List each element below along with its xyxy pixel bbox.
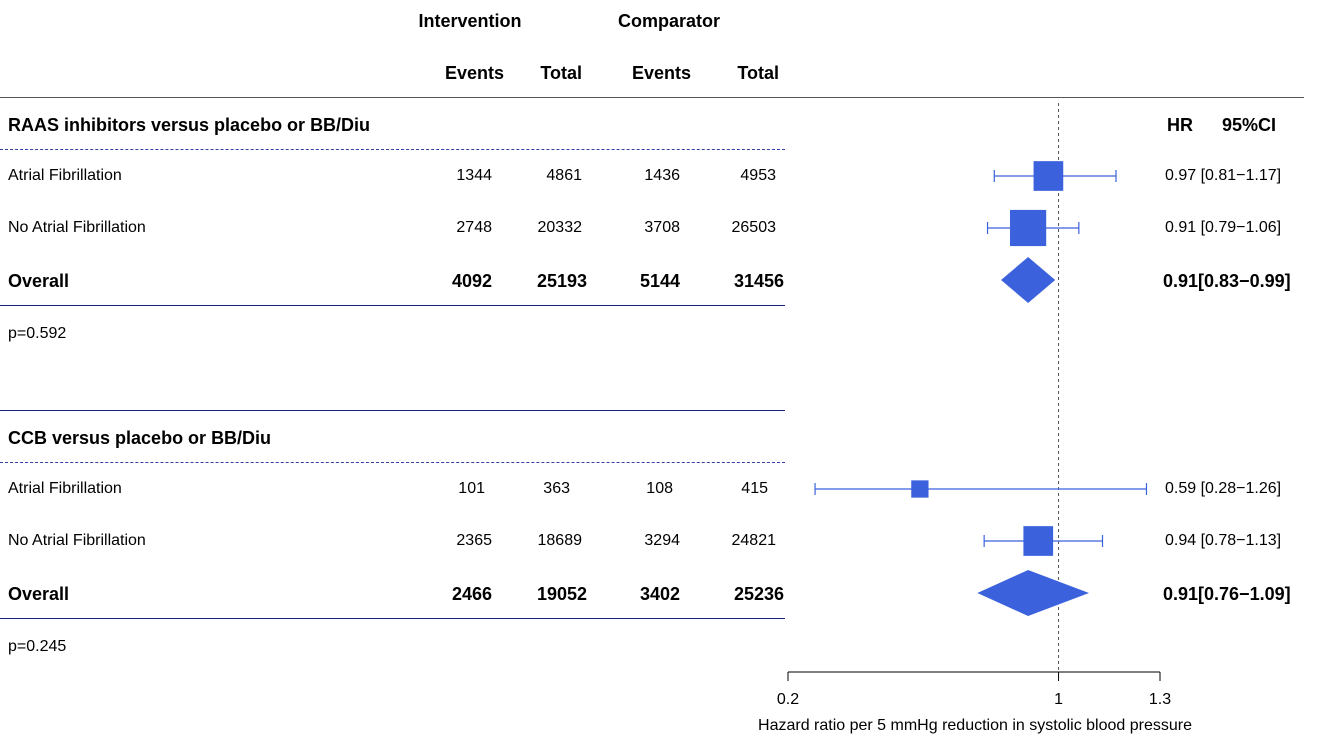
- header-rule: [0, 97, 1304, 98]
- x-tick-label: 0.2: [777, 691, 799, 708]
- hr-ci-value: 0.94 [0.78−1.13]: [1165, 532, 1282, 549]
- comp-events: 108: [646, 480, 673, 497]
- comp-events: 5144: [639, 271, 680, 291]
- comp-events: 3294: [644, 532, 680, 549]
- x-axis-label: Hazard ratio per 5 mmHg reduction in sys…: [758, 717, 1192, 734]
- comp-events: 1436: [644, 167, 680, 184]
- comp-total: 415: [741, 480, 768, 497]
- hr-ci-value: 0.91 [0.79−1.06]: [1165, 219, 1282, 236]
- int-total: 363: [543, 480, 570, 497]
- p-value: p=0.592: [8, 325, 67, 342]
- int-total: 18689: [537, 532, 583, 549]
- group-title: CCB versus placebo or BB/Diu: [8, 428, 272, 448]
- overall-hr-ci: 0.91[0.76−1.09]: [1163, 584, 1291, 604]
- group-rule: [0, 305, 785, 306]
- comp-total: 24821: [731, 532, 777, 549]
- int-events: 2365: [456, 532, 492, 549]
- int-events: 4092: [451, 271, 492, 291]
- x-tick-label: 1.3: [1149, 691, 1171, 708]
- header-ci: 95%CI: [1222, 115, 1277, 135]
- header-int-total: Total: [540, 63, 582, 83]
- p-value: p=0.245: [8, 638, 67, 655]
- hr-square: [1010, 209, 1047, 247]
- overall-hr-ci: 0.91[0.83−0.99]: [1163, 271, 1291, 291]
- comp-total: 25236: [733, 584, 784, 604]
- comp-events: 3402: [639, 584, 680, 604]
- header-comp-total: Total: [737, 63, 779, 83]
- row-label: No Atrial Fibrillation: [8, 532, 146, 549]
- int-total: 19052: [536, 584, 587, 604]
- int-events: 2748: [456, 219, 492, 236]
- int-events: 2466: [451, 584, 492, 604]
- group-rule: [0, 410, 785, 411]
- hr-square: [911, 480, 929, 498]
- comp-total: 26503: [731, 219, 777, 236]
- comp-total: 4953: [740, 167, 776, 184]
- int-total: 4861: [546, 167, 582, 184]
- header-intervention: Intervention: [418, 11, 522, 31]
- overall-label: Overall: [8, 584, 70, 604]
- header-comparator: Comparator: [617, 11, 720, 31]
- hr-ci-value: 0.97 [0.81−1.17]: [1165, 167, 1282, 184]
- group-title: RAAS inhibitors versus placebo or BB/Diu: [8, 115, 371, 135]
- overall-diamond: [1001, 257, 1056, 303]
- header-comp-events: Events: [631, 63, 691, 83]
- row-label: Atrial Fibrillation: [8, 480, 122, 497]
- comp-total: 31456: [733, 271, 784, 291]
- group-separator: [0, 462, 785, 463]
- row-label: Atrial Fibrillation: [8, 167, 122, 184]
- group-rule: [0, 618, 785, 619]
- row-label: No Atrial Fibrillation: [8, 219, 146, 236]
- hr-square: [1023, 526, 1054, 556]
- int-total: 20332: [537, 219, 583, 236]
- header-int-events: Events: [444, 63, 504, 83]
- hr-ci-value: 0.59 [0.28−1.26]: [1165, 480, 1282, 497]
- x-tick-label: 1: [1054, 691, 1063, 708]
- group-separator: [0, 149, 785, 150]
- overall-label: Overall: [8, 271, 70, 291]
- overall-diamond: [977, 570, 1089, 616]
- int-events: 1344: [456, 167, 492, 184]
- int-events: 101: [458, 480, 485, 497]
- header-hr: HR: [1167, 115, 1193, 135]
- hr-square: [1033, 161, 1064, 191]
- int-total: 25193: [536, 271, 587, 291]
- comp-events: 3708: [644, 219, 680, 236]
